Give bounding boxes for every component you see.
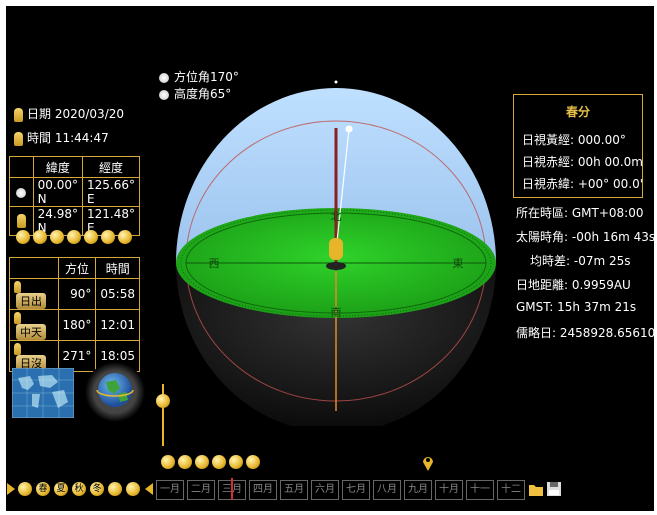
earth-sun-distance-text: 日地距離: 0.9959AU — [516, 276, 631, 293]
globe-icon[interactable] — [84, 356, 146, 424]
timezone-text: 所在時區: GMT+08:00 — [516, 204, 643, 221]
date-label: 日期 — [27, 107, 51, 121]
table-row[interactable]: 中天 180° 12:01 — [10, 310, 140, 341]
month-4[interactable]: 四月 — [249, 480, 277, 500]
figure-icon — [14, 132, 23, 146]
month-12[interactable]: 十二 — [497, 480, 525, 500]
hour-angle-text: 太陽時角: -00h 16m 43s — [516, 228, 654, 245]
month-11[interactable]: 十一 — [466, 480, 494, 500]
location-pin-icon[interactable] — [421, 454, 435, 472]
month-5[interactable]: 五月 — [280, 480, 308, 500]
figure-icon — [14, 108, 23, 122]
equinox-declination: 日視赤緯: +00° 00.0' — [522, 175, 643, 192]
city-preset-1-icon[interactable] — [16, 230, 30, 244]
time-cell: 05:58 — [96, 279, 140, 310]
city-preset-3-icon[interactable] — [50, 230, 64, 244]
scene-tool-1-icon[interactable] — [161, 455, 175, 469]
equinox-title: 春分 — [514, 103, 642, 120]
month-1[interactable]: 一月 — [156, 480, 184, 500]
table-row[interactable]: 00.00° N 125.66° E — [10, 178, 140, 207]
save-icon[interactable] — [546, 481, 562, 497]
lat-cell: 00.00° N — [33, 178, 82, 207]
month-8[interactable]: 八月 — [373, 480, 401, 500]
month-7[interactable]: 七月 — [342, 480, 370, 500]
play-back-icon[interactable] — [6, 482, 16, 496]
season-winter-button[interactable]: 冬 — [90, 482, 104, 496]
scene-tool-3-icon[interactable] — [195, 455, 209, 469]
lat-header: 緯度 — [33, 157, 82, 178]
equinox-right-ascension: 日視赤經: 00h 00.0m — [522, 153, 643, 170]
date-row[interactable]: 日期 2020/03/20 — [14, 105, 124, 122]
figure-icon — [14, 312, 21, 324]
equinox-longitude: 日視黃經: 000.00° — [522, 131, 626, 148]
season-summer-button[interactable]: 夏 — [54, 482, 68, 496]
month-10[interactable]: 十月 — [435, 480, 463, 500]
scene-tool-4-icon[interactable] — [212, 455, 226, 469]
table-row[interactable]: 日出 90° 05:58 — [10, 279, 140, 310]
blank-header — [10, 157, 34, 178]
equation-of-time-text: 均時差: -07m 25s — [530, 252, 630, 269]
sun-events-table: 方位 時間 日出 90° 05:58 中天 180° 12:01 日沒 271°… — [9, 257, 140, 372]
play-button[interactable] — [108, 482, 122, 496]
lon-cell: 125.66° E — [83, 178, 140, 207]
time-cell: 12:01 — [96, 310, 140, 341]
east-label: 東 — [453, 257, 464, 270]
transit-button[interactable]: 中天 — [16, 324, 46, 340]
figure-icon — [14, 281, 21, 293]
scene-tool-2-icon[interactable] — [178, 455, 192, 469]
folder-icon[interactable] — [528, 481, 544, 497]
julian-day-text: 儒略日: 2458928.65610 — [516, 324, 654, 341]
city-preset-5-icon[interactable] — [84, 230, 98, 244]
date-value: 2020/03/20 — [55, 107, 124, 121]
time-value: 11:44:47 — [55, 131, 109, 145]
coordinates-table: 緯度 經度 00.00° N 125.66° E 24.98° N 121.48… — [9, 156, 140, 236]
month-9[interactable]: 九月 — [404, 480, 432, 500]
blank-header — [10, 258, 59, 279]
world-map-thumbnail[interactable] — [12, 368, 74, 418]
time-label: 時間 — [27, 131, 51, 145]
north-label: 北 — [331, 210, 342, 223]
time-row[interactable]: 時間 11:44:47 — [14, 129, 109, 146]
scene-tool-5-icon[interactable] — [229, 455, 243, 469]
month-6[interactable]: 六月 — [311, 480, 339, 500]
azimuth-header: 方位 — [58, 258, 96, 279]
sunrise-button[interactable]: 日出 — [16, 293, 46, 309]
sunset-cell[interactable]: 日沒 — [10, 341, 59, 372]
city-preset-4-icon[interactable] — [67, 230, 81, 244]
equinox-panel: 春分 日視黃經: 000.00° 日視赤經: 00h 00.0m 日視赤緯: +… — [513, 94, 643, 198]
south-label: 南 — [331, 306, 342, 319]
west-label: 西 — [209, 257, 220, 270]
sunrise-cell[interactable]: 日出 — [10, 279, 59, 310]
lon-header: 經度 — [83, 157, 140, 178]
sun-icon-cell — [10, 178, 34, 207]
app-window: 方位角170° 高度角65° 日期 2020/03/20 時間 11:44:47… — [6, 6, 654, 511]
celestial-sphere[interactable]: 北 南 東 西 — [166, 66, 506, 426]
city-preset-7-icon[interactable] — [118, 230, 132, 244]
gmst-text: GMST: 15h 37m 21s — [516, 300, 636, 314]
stop-button[interactable] — [126, 482, 140, 496]
azimuth-cell: 180° — [58, 310, 96, 341]
scene-tool-6-icon[interactable] — [246, 455, 260, 469]
city-preset-6-icon[interactable] — [101, 230, 115, 244]
season-icon[interactable] — [18, 482, 32, 496]
sun-icon — [16, 188, 26, 198]
time-header: 時間 — [96, 258, 140, 279]
play-forward-icon[interactable] — [144, 482, 154, 496]
transit-cell[interactable]: 中天 — [10, 310, 59, 341]
season-spring-button[interactable]: 春 — [36, 482, 50, 496]
figure-icon — [14, 343, 21, 355]
season-autumn-button[interactable]: 秋 — [72, 482, 86, 496]
figure-icon — [17, 214, 26, 228]
azimuth-cell: 90° — [58, 279, 96, 310]
month-2[interactable]: 二月 — [187, 480, 215, 500]
month-cursor[interactable] — [231, 478, 233, 500]
city-preset-2-icon[interactable] — [33, 230, 47, 244]
